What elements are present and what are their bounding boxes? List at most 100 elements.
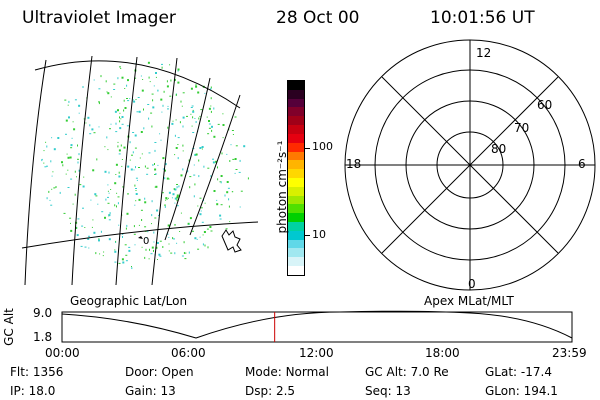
emission-dot — [71, 137, 73, 139]
timeline-y-tick-max: 9.0 — [33, 306, 53, 320]
emission-dot — [208, 123, 211, 125]
emission-dot — [194, 183, 196, 186]
emission-dot — [61, 161, 63, 164]
emission-dot — [195, 153, 198, 156]
emission-dot — [200, 109, 203, 111]
emission-dot — [122, 186, 125, 188]
emission-dot — [216, 203, 219, 206]
uv-emission-dots — [41, 61, 249, 270]
emission-dot — [172, 237, 174, 240]
emission-dot — [76, 176, 77, 178]
emission-dot — [100, 230, 102, 233]
emission-dot — [202, 234, 204, 236]
emission-dot — [166, 177, 169, 180]
info-field: Dsp: 2.5 — [245, 384, 295, 398]
emission-dot — [77, 161, 79, 164]
info-field: Seq: 13 — [365, 384, 411, 398]
emission-dot — [207, 246, 209, 249]
emission-dot — [115, 122, 117, 125]
emission-dot — [169, 95, 172, 97]
emission-dot — [201, 221, 204, 223]
emission-dot — [153, 231, 155, 234]
emission-dot — [212, 161, 215, 164]
emission-dot — [167, 224, 170, 227]
emission-dot — [166, 80, 168, 83]
emission-dot — [225, 228, 228, 230]
timeline-x-tick: 06:00 — [171, 346, 206, 360]
emission-dot — [204, 202, 206, 204]
emission-dot — [43, 162, 45, 164]
emission-dot — [182, 116, 185, 119]
emission-dot — [231, 191, 233, 193]
emission-dot — [151, 200, 153, 203]
emission-dot — [247, 177, 249, 180]
emission-dot — [124, 88, 126, 89]
emission-dot — [108, 238, 111, 241]
color-bar-segment — [288, 107, 304, 117]
emission-dot — [160, 139, 162, 141]
emission-dot — [73, 128, 76, 131]
mlt-label-18: 18 — [346, 157, 362, 171]
emission-dot — [192, 132, 195, 133]
info-field-value: 18.0 — [28, 384, 56, 398]
emission-dot — [91, 128, 94, 131]
emission-dot — [204, 92, 206, 94]
emission-dot — [190, 87, 193, 90]
emission-dot — [88, 235, 90, 237]
emission-dot — [99, 253, 101, 255]
emission-dot — [206, 116, 208, 118]
emission-dot — [50, 204, 53, 206]
emission-dot — [97, 203, 99, 205]
emission-dot — [46, 165, 48, 167]
emission-dot — [117, 196, 120, 198]
emission-dot — [128, 249, 131, 252]
emission-dot — [74, 193, 76, 196]
mlat-label-80: 80 — [491, 142, 507, 156]
emission-dot — [162, 104, 164, 107]
emission-dot — [240, 190, 243, 192]
emission-dot — [107, 149, 109, 151]
emission-dot — [95, 252, 97, 255]
emission-dot — [152, 164, 154, 166]
emission-dot — [189, 217, 192, 220]
emission-dot — [175, 147, 178, 149]
info-field-label: Gain: — [125, 384, 161, 398]
emission-dot — [162, 157, 165, 160]
emission-dot — [170, 79, 172, 82]
emission-dot — [70, 222, 71, 224]
info-field-label: GC Alt: — [365, 365, 411, 379]
emission-dot — [210, 105, 212, 107]
emission-dot — [226, 153, 228, 155]
emission-dot — [119, 112, 121, 114]
emission-dot — [154, 174, 157, 175]
emission-dot — [122, 236, 123, 238]
emission-dot — [220, 181, 222, 184]
color-bar-segment — [288, 98, 304, 108]
emission-dot — [163, 90, 165, 93]
color-bar-segment — [288, 125, 304, 134]
emission-dot — [216, 199, 218, 201]
emission-dot — [119, 120, 121, 123]
emission-dot — [134, 184, 136, 187]
emission-dot — [98, 88, 101, 90]
emission-dot — [141, 219, 143, 221]
emission-dot — [126, 224, 128, 227]
emission-dot — [181, 105, 183, 107]
emission-dot — [127, 100, 130, 102]
emission-dot — [193, 164, 195, 166]
emission-dot — [65, 173, 67, 175]
emission-dot — [141, 89, 144, 92]
emission-dot — [201, 146, 204, 148]
emission-dot — [67, 169, 69, 171]
timeline-frame — [61, 311, 573, 343]
color-bar-segment — [288, 257, 304, 267]
emission-dot — [119, 127, 122, 130]
emission-dot — [98, 239, 100, 242]
coastline-outline — [221, 229, 242, 253]
info-field: Door: Open — [125, 365, 194, 379]
emission-dot — [176, 205, 179, 207]
emission-dot — [133, 233, 136, 235]
emission-dot — [146, 167, 149, 169]
emission-dot — [177, 137, 180, 139]
emission-dot — [142, 79, 144, 80]
